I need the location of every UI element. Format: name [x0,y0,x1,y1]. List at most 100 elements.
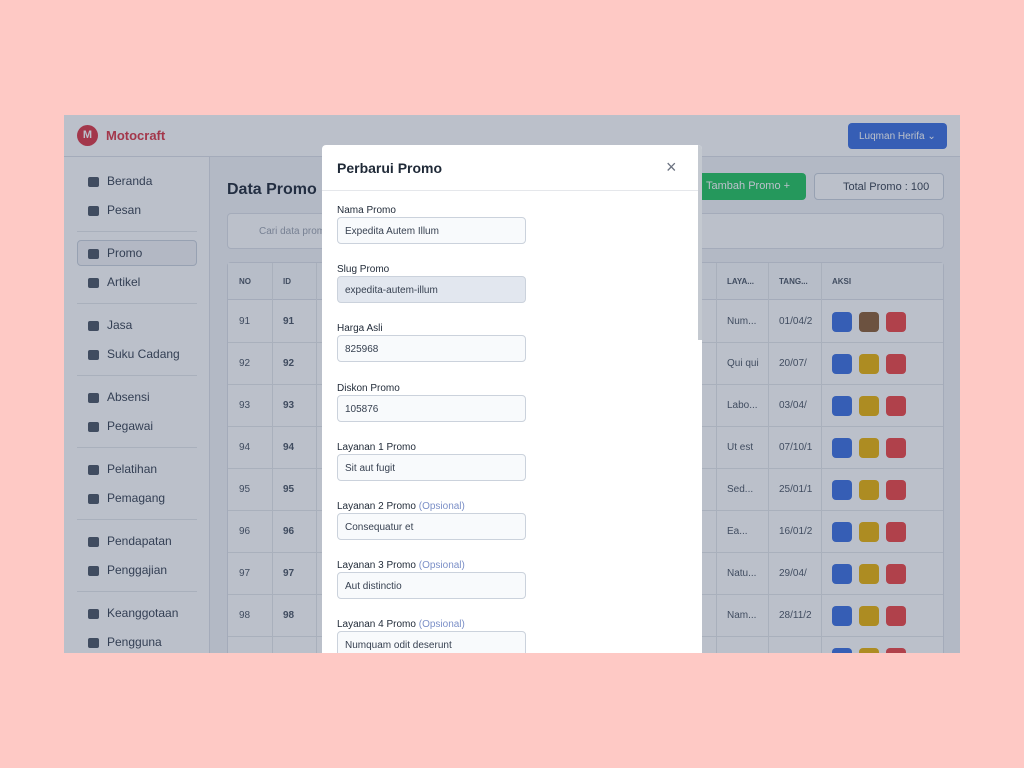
nav-icon [88,609,99,619]
nav-item[interactable]: Pendapatan [107,534,172,548]
nav-icon [88,177,99,187]
modal-divider [322,190,702,191]
action-button [832,648,852,653]
view-button[interactable] [832,438,852,458]
nav-item[interactable]: Beranda [107,174,153,188]
text-input[interactable]: Aut distinctio [337,572,526,600]
nav-item[interactable]: Jasa [107,318,133,332]
nav-item[interactable]: Suku Cadang [107,347,180,361]
optional-tag: (Opsional) [418,560,465,572]
field-label: Harga Asli [337,323,383,334]
cell: 98 [239,610,251,621]
cell: 25/01/1 [779,484,813,495]
delete-button[interactable] [886,522,906,542]
delete-button[interactable] [886,354,906,374]
cell: 95 [283,484,295,495]
text-input[interactable]: 825968 [337,335,526,363]
nav-icon [88,393,99,403]
column-header: ID [283,277,291,286]
delete-button[interactable] [886,480,906,500]
cell: Labo... [727,400,758,411]
nav-item[interactable]: Absensi [107,390,150,404]
nav-icon [88,638,99,648]
cell: Qui qui [727,358,759,369]
nav-item[interactable]: Keanggotaan [107,606,179,620]
nav-item[interactable]: Pegawai [107,419,154,433]
view-button[interactable] [832,606,852,626]
search-placeholder: Cari data promo [259,226,331,237]
action-button [859,648,879,653]
text-input[interactable]: Expedita Autem Illum [337,217,526,244]
delete-button[interactable] [886,396,906,416]
delete-button[interactable] [886,564,906,584]
optional-tag: (Opsional) [418,619,465,631]
delete-button[interactable] [886,606,906,626]
edit-button[interactable] [859,396,879,416]
view-button[interactable] [832,354,852,374]
nav-icon [88,566,99,576]
user-name: Luqman Herifa [859,131,925,142]
edit-button[interactable] [859,564,879,584]
nav-item[interactable]: Pesan [107,203,142,217]
nav-icon [88,422,99,432]
action-button [886,648,906,653]
cell: Natu... [727,568,757,579]
sidebar-divider [77,519,197,520]
cell: Nam... [727,610,757,621]
brand: Motocraft [106,128,166,143]
view-button[interactable] [832,564,852,584]
sidebar-divider [77,231,197,232]
cell: 28/11/2 [779,610,812,621]
cell: 98 [283,610,295,621]
delete-button[interactable] [886,438,906,458]
view-button[interactable] [832,522,852,542]
edit-button[interactable] [859,312,879,332]
edit-button[interactable] [859,354,879,374]
column-header: AKSI [832,277,852,286]
edit-button[interactable] [859,522,879,542]
field-label: Slug Promo [337,264,389,275]
view-button[interactable] [832,312,852,332]
cell: 92 [283,358,295,369]
column-divider [821,263,822,653]
cell: 97 [239,568,251,579]
total-value: : 100 [904,181,930,193]
field-label: Layanan 3 Promo (Opsional) [337,560,465,571]
nav-item[interactable]: Promo [107,246,143,260]
field-label: Layanan 2 Promo (Opsional) [337,501,465,512]
sidebar-divider [77,303,197,304]
label-text: Layanan 2 Promo [337,501,416,512]
cell: 29/04/ [779,568,807,579]
nav-item[interactable]: Artikel [107,275,141,289]
sidebar: Beranda Pesan Promo Artikel Jasa Suku Cadang A… [64,157,210,653]
nav-item[interactable]: Penggajian [107,563,168,577]
nav-item[interactable]: Pelatihan [107,462,158,476]
view-button[interactable] [832,396,852,416]
cell: 96 [239,526,251,537]
nav-icon [88,350,99,360]
label-text: Diskon Promo [337,382,400,394]
sidebar-divider [77,375,197,376]
edit-button[interactable] [859,606,879,626]
close-button[interactable]: × [666,157,677,177]
text-input[interactable]: Consequatur et [337,513,526,540]
nav-item[interactable]: Pemagang [107,491,166,505]
nav-item[interactable]: Pengguna [107,635,162,649]
text-input[interactable]: Numquam odit deserunt [337,631,526,653]
text-input[interactable]: Sit aut fugit [337,453,526,481]
text-input[interactable]: 105876 [337,394,526,422]
cell: 01/04/2 [779,316,813,327]
user-menu[interactable]: Luqman Herifa ⌄ [848,123,947,149]
nav-icon [88,278,99,288]
edit-button[interactable] [859,438,879,458]
nav-icon [88,321,99,331]
edit-button[interactable] [859,480,879,500]
delete-button[interactable] [886,312,906,332]
cell: Num... [727,316,757,327]
column-divider [272,263,273,653]
nav-icon [88,537,99,547]
view-button[interactable] [832,480,852,500]
label-text: Nama Promo [337,205,396,216]
add-label: Tambah Promo [706,180,781,192]
